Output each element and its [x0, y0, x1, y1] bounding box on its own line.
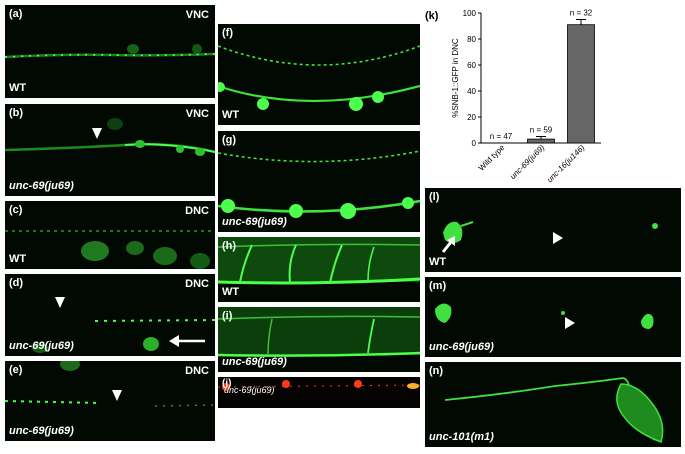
- micrograph-m: [435, 303, 654, 329]
- y-tick-label: 20: [467, 113, 476, 122]
- panel-label: (k): [425, 10, 439, 22]
- panel-label: (b): [9, 107, 24, 119]
- genotype-label: WT: [9, 253, 27, 265]
- panel-l: (l) WT: [425, 188, 681, 272]
- y-tick-label: 80: [467, 35, 476, 44]
- micrograph-c: [5, 230, 215, 269]
- genotype-label: unc-69(ju69): [9, 425, 74, 437]
- arrowhead-icon: [565, 317, 575, 329]
- panel-label: (d): [9, 277, 24, 289]
- panel-h: (h) WT: [218, 237, 420, 302]
- panel-label: (m): [429, 280, 447, 292]
- micrograph-n: [444, 377, 664, 443]
- panel-m: (m) unc-69(ju69): [425, 277, 681, 357]
- arrowhead-icon: [92, 128, 102, 139]
- micrograph-d: [32, 297, 215, 353]
- panel-g: (g) unc-69(ju69): [218, 131, 420, 232]
- n-label: n = 47: [490, 132, 513, 141]
- y-axis-label: %SNB-1::GFP in DNC: [451, 38, 460, 118]
- category-label: Wild type: [477, 143, 507, 173]
- micrograph-a: [5, 44, 215, 59]
- micrograph-l: [441, 221, 658, 253]
- arrowhead-icon: [112, 390, 122, 401]
- micrograph-j: [218, 380, 420, 391]
- y-tick-label: 40: [467, 87, 476, 96]
- n-label: n = 59: [530, 126, 553, 135]
- panel-label: (f): [222, 27, 233, 39]
- panel-j: (j) unc-69(ju69): [218, 377, 420, 408]
- micrograph-e: [5, 361, 215, 407]
- genotype-label: WT: [429, 256, 447, 268]
- panel-b: (b) VNC unc-69(ju69): [5, 104, 215, 196]
- panel-f: (f) WT: [218, 24, 420, 125]
- genotype-label: unc-101(m1): [429, 431, 494, 443]
- panel-n: (n) unc-101(m1): [425, 362, 681, 447]
- panel-label: (i): [222, 310, 233, 322]
- panel-label: (n): [429, 365, 444, 377]
- category-label: unc-16(ju146): [545, 143, 587, 183]
- n-label: n = 32: [570, 9, 593, 18]
- micrograph-f: [218, 45, 420, 111]
- panel-e: (e) DNC unc-69(ju69): [5, 361, 215, 441]
- panel-label: (e): [9, 364, 23, 376]
- panel-d: (d) DNC unc-69(ju69): [5, 274, 215, 356]
- panel-a: (a) VNC WT: [5, 5, 215, 98]
- region-label: VNC: [185, 9, 209, 21]
- micrograph-g: [218, 150, 420, 219]
- panel-label: (j): [222, 378, 232, 389]
- arrowhead-icon: [55, 297, 65, 308]
- bar: [527, 138, 555, 144]
- genotype-label: WT: [9, 82, 27, 94]
- region-label: DNC: [185, 205, 209, 217]
- panel-label: (l): [429, 191, 440, 203]
- panel-label: (g): [222, 134, 237, 146]
- arrow-icon: [441, 236, 455, 253]
- micrograph-b: [5, 118, 215, 156]
- region-label: DNC: [185, 278, 209, 290]
- genotype-label: unc-69(ju69): [222, 356, 287, 368]
- panel-label: (h): [222, 240, 237, 252]
- region-label: DNC: [185, 365, 209, 377]
- arrowhead-icon: [553, 232, 563, 244]
- genotype-label: unc-69(ju69): [9, 340, 74, 352]
- micrograph-h: [218, 237, 420, 285]
- genotype-label: unc-69(ju69): [9, 180, 74, 192]
- panel-label: (a): [9, 8, 23, 20]
- genotype-label: unc-69(ju69): [224, 385, 275, 395]
- genotype-label: WT: [222, 286, 240, 298]
- genotype-label: WT: [222, 109, 240, 121]
- genotype-label: unc-69(ju69): [429, 341, 494, 353]
- panel-label: (c): [9, 204, 23, 216]
- y-tick-label: 60: [467, 61, 476, 70]
- genotype-label: unc-69(ju69): [222, 216, 287, 228]
- micrograph-i: [218, 307, 420, 357]
- y-tick-label: 0: [472, 139, 477, 148]
- arrow-icon: [169, 335, 205, 347]
- panel-c: (c) DNC WT: [5, 201, 215, 269]
- y-tick-label: 100: [463, 9, 477, 18]
- bar: [567, 24, 595, 144]
- category-label: unc-69(ju69): [508, 143, 546, 181]
- region-label: VNC: [185, 108, 209, 120]
- panel-i: (i) unc-69(ju69): [218, 307, 420, 372]
